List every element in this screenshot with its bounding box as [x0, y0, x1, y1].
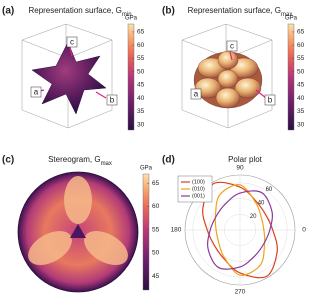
legend-label: (001)	[192, 193, 205, 199]
colorbar-tick-label: 30	[297, 121, 305, 128]
surface-b	[193, 50, 263, 109]
chart-title: Polar plot	[228, 155, 263, 164]
polar-curve	[202, 181, 278, 279]
colorbar	[142, 173, 150, 291]
colorbar-tick-label: 55	[152, 226, 160, 233]
colorbar-tick-label: 40	[297, 95, 305, 102]
r-tick-label: 40	[258, 200, 265, 206]
colorbar-tick-label: 50	[137, 68, 145, 75]
title-subscript: min	[122, 12, 132, 18]
colorbar-tick-label: 35	[297, 108, 305, 115]
title-text: Representation surface, G	[28, 6, 121, 15]
colorbar-tick-label: 55	[297, 55, 305, 62]
chart-title: Stereogram, Gmax	[48, 155, 112, 166]
r-tick-label: 20	[250, 214, 257, 220]
stereogram	[17, 171, 139, 293]
axis-label: b	[268, 96, 273, 105]
polar-curve	[214, 184, 266, 276]
r-tick-label: 60	[266, 187, 273, 193]
colorbar-tick-label: 45	[137, 82, 145, 89]
colorbar	[287, 23, 295, 131]
panel-label: (d)	[162, 155, 175, 166]
colorbar-tick-label: 35	[137, 108, 145, 115]
theta-tick-label: 270	[235, 289, 246, 296]
legend-label: (010)	[192, 186, 205, 192]
colorbar-tick-label: 60	[137, 42, 145, 49]
colorbar-tick-label: 65	[297, 29, 305, 36]
colorbar-label: GPa	[125, 16, 138, 22]
axis-label-box	[226, 40, 238, 52]
colorbar-tick-label: 55	[137, 55, 145, 62]
axis-label: a	[34, 88, 39, 97]
colorbar-tick-label: 60	[152, 203, 160, 210]
surface-a	[31, 41, 107, 115]
colorbar-label: GPa	[140, 166, 153, 172]
panel-label: (b)	[162, 6, 175, 17]
axis-label-box	[66, 36, 78, 48]
axis-label-box	[190, 88, 202, 100]
chart-title: Representation surface, Gmin	[28, 6, 131, 17]
colorbar-tick-label: 30	[137, 121, 145, 128]
colorbar-tick-label: 45	[152, 273, 160, 280]
colorbar-tick-label: 65	[137, 29, 145, 36]
title-subscript: max	[101, 161, 112, 167]
theta-tick-label: 180	[171, 227, 182, 234]
panel-label: (a)	[2, 6, 14, 17]
polar-curve	[206, 190, 274, 270]
colorbar-tick-label: 50	[297, 68, 305, 75]
colorbar-tick-label: 60	[297, 42, 305, 49]
colorbar-tick-label: 40	[137, 95, 145, 102]
colorbar-tick-label: 50	[152, 250, 160, 257]
colorbar-tick-label: 45	[297, 82, 305, 89]
axis-label: a	[194, 90, 199, 99]
axis-label-box	[264, 94, 276, 106]
colorbar	[127, 23, 135, 131]
theta-tick-label: 90	[236, 165, 244, 172]
colorbar-tick-label: 65	[152, 180, 160, 187]
axis-label-box	[106, 94, 118, 106]
colorbar-label: GPa	[285, 16, 298, 22]
title-text: Representation surface, G	[188, 6, 281, 15]
title-text: Stereogram, G	[48, 155, 100, 164]
axis-label: c	[70, 38, 74, 47]
axis-label-box	[30, 86, 42, 98]
chart-title: Representation surface, Gmax	[188, 6, 293, 17]
panel-label: (c)	[2, 155, 14, 166]
axis-label: c	[230, 42, 234, 51]
title-subscript: max	[281, 12, 292, 18]
axis-label: b	[110, 96, 115, 105]
title-text: Polar plot	[228, 155, 263, 164]
legend-label: (100)	[192, 179, 205, 185]
theta-tick-label: 0	[302, 227, 306, 234]
